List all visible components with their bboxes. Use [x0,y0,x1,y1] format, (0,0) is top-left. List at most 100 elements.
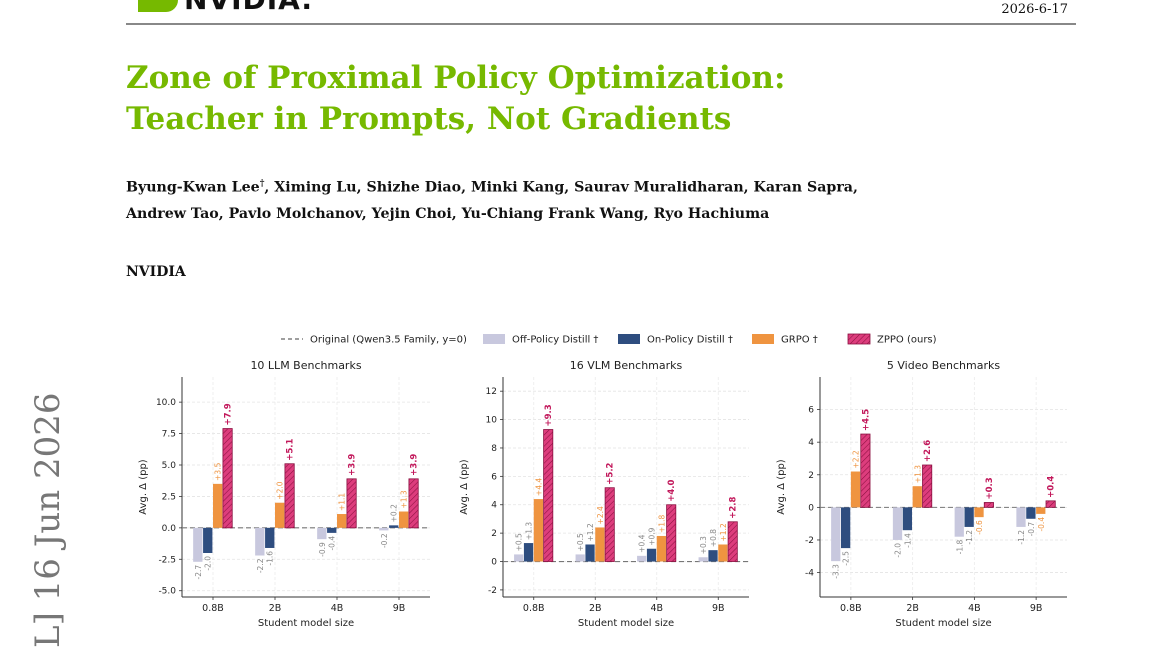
bar-grpo [1036,507,1046,514]
y-tick-label: -2 [805,536,814,546]
data-label-zppo: +4.5 [861,409,871,431]
bar-off [514,554,524,562]
bar-on [523,543,534,562]
figure-legend: Original (Qwen3.5 Family, y=0) Off-Policy… [281,333,937,346]
data-label-zppo: +2.6 [923,440,933,462]
y-tick-label: 10.0 [156,398,176,408]
y-tick-label: 0 [808,503,814,513]
y-tick-label: -5.0 [158,587,176,597]
data-label-zppo: +9.3 [544,404,554,426]
bar-grpo [912,486,922,508]
x-tick-label: 4B [650,603,663,614]
data-label-grpo: -0.4 [1037,517,1046,532]
bar-grpo [974,507,984,518]
bar-zppo [666,504,677,562]
bar-zppo [983,502,994,508]
bar-on [1026,507,1036,519]
panel-title: 10 LLM Benchmarks [250,359,361,372]
x-tick-label: 2B [589,603,602,614]
bar-on [203,527,213,553]
data-label-on: -0.7 [1027,522,1036,537]
bar-off [637,555,647,562]
bar-off [698,557,708,562]
authors-line-2: Andrew Tao, Pavlo Molchanov, Yejin Choi,… [126,205,770,222]
legend-swatch-on [618,334,640,344]
data-label-zppo: +3.9 [410,454,420,476]
y-tick-label: 4 [808,438,814,448]
bar-on [585,544,595,562]
x-tick-label: 0.8B [840,603,862,614]
bar-on [646,548,657,562]
data-label-grpo: -0.6 [975,520,984,535]
y-tick-label: 0 [491,558,497,568]
author-list: Byung-Kwan Lee†, Ximing Lu, Shizhe Diao,… [126,171,1026,227]
x-tick-label: 4B [331,603,344,614]
first-author: Byung-Kwan Lee [126,179,260,196]
x-tick-label: 2B [906,603,919,614]
panel-title: 5 Video Benchmarks [887,359,1000,372]
data-label-zppo: +3.9 [348,454,358,476]
bar-off [954,507,964,537]
publication-date: 2026-6-17 [1001,2,1068,17]
x-tick-label: 4B [968,603,981,614]
legend-label-off: Off-Policy Distill † [512,335,598,346]
logo-text: NVIDIA. [184,0,313,14]
y-tick-label: 2.5 [162,492,176,502]
x-tick-label: 0.8B [202,603,224,614]
bar-on [389,525,399,528]
legend-label-on: On-Policy Distill † [647,335,733,346]
bar-grpo [595,527,605,562]
bar-off [1016,507,1026,527]
bar-zppo [860,433,871,508]
paper-title: Zone of Proximal Policy Optimization: Te… [126,58,785,140]
y-tick-label: 6 [491,472,497,482]
data-label-off: -3.3 [832,564,841,579]
bar-off [379,527,389,531]
data-label-off: +0.5 [515,533,524,551]
affiliation: NVIDIA [126,264,186,280]
legend-swatch-off [483,334,505,344]
bar-zppo [727,521,738,562]
data-label-off: -0.9 [318,542,327,557]
bar-on [708,550,718,562]
x-tick-label: 9B [712,603,725,614]
data-label-off: -2.7 [194,565,203,580]
data-label-on: -1.6 [266,551,275,566]
data-label-grpo: +1.8 [657,515,666,533]
legend-label-zppo: ZPPO (ours) [877,335,937,346]
bar-zppo [604,487,615,562]
bar-off [892,507,903,540]
bar-zppo [1045,500,1056,508]
panel-title: 16 VLM Benchmarks [570,359,683,372]
bar-off [575,554,585,562]
x-tick-label: 2B [269,603,282,614]
data-label-on: +0.8 [709,529,718,547]
data-label-on: -1.2 [965,530,974,545]
y-tick-label: 6 [808,406,814,416]
y-tick-label: 8 [491,444,497,454]
authors-line-1-rest: , Ximing Lu, Shizhe Diao, Minki Kang, Sa… [264,179,858,196]
bar-zppo [222,428,233,529]
y-tick-label: 0.0 [162,524,177,534]
data-label-off: -2.2 [256,558,265,573]
y-axis-label: Avg. Δ (pp) [459,459,470,514]
data-label-on: +0.9 [648,527,657,545]
y-tick-label: -2.5 [158,555,176,565]
bar-grpo [399,511,409,528]
y-tick-label: -2 [488,586,497,596]
bar-off [193,527,203,562]
nvidia-eye-icon [138,0,178,12]
data-label-zppo: +0.4 [1047,476,1057,498]
bar-zppo [346,478,357,529]
data-label-on: +1.2 [586,523,595,541]
data-label-zppo: +5.2 [606,462,616,484]
data-label-grpo: +1.3 [913,465,922,483]
data-label-off: -0.2 [380,533,389,548]
data-label-on: -2.0 [204,556,213,571]
bar-on [327,527,337,533]
chart-panel-3: -4 -2 0 2 4 6 -3.3-2.5 +2.2 +4.5 0.8B -2.0-1.4 +1.3… [776,359,1067,629]
title-line-2: Teacher in Prompts, Not Gradients [126,101,732,137]
data-label-zppo: +0.3 [985,477,995,499]
y-tick-label: 2 [491,529,497,539]
